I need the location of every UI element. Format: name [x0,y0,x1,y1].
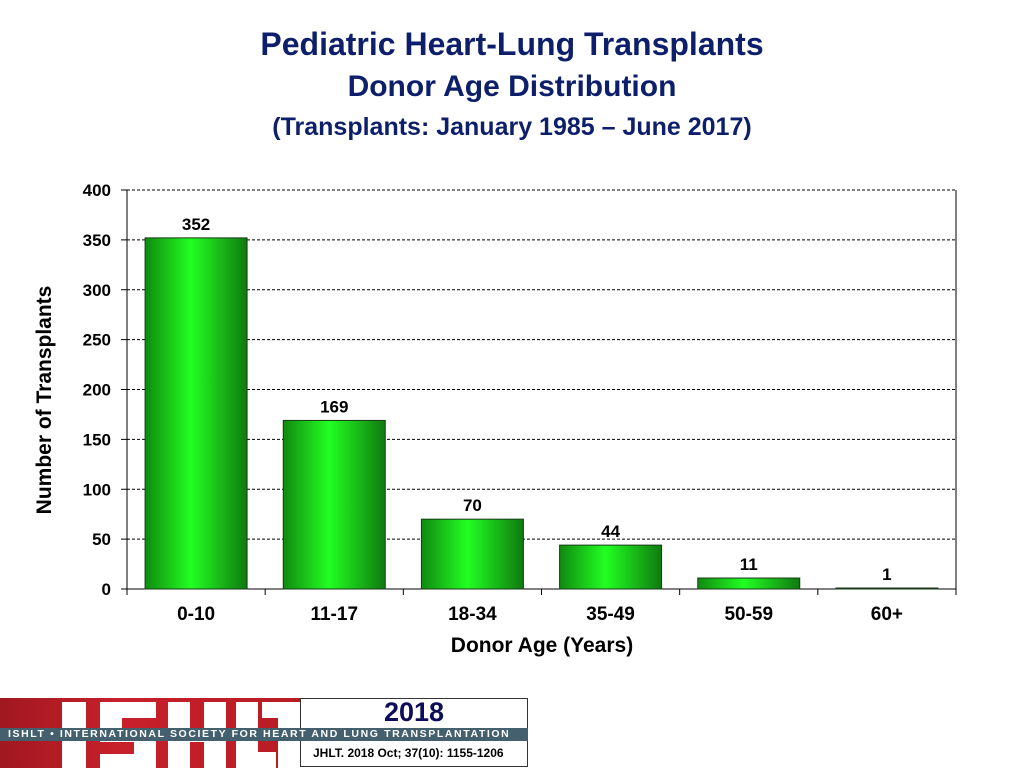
bar-chart: 0 50 100 150 200 250 300 350 400 352 0-10 169 11-17 7… [33,181,957,657]
data-label: 352 [182,215,210,234]
chart-subtitle-dates: (Transplants: January 1985 – June 2017) [272,113,752,141]
chart-subtitle: Donor Age Distribution [347,70,677,103]
data-label: 70 [463,496,482,515]
chart-title: Pediatric Heart-Lung Transplants [260,26,764,62]
y-tick-label: 200 [83,381,111,400]
bar [420,518,524,590]
year-label: 2018 [383,699,445,726]
logo-band-text: ISHLT • INTERNATIONAL SOCIETY FOR HEART … [0,728,528,741]
y-tick-label: 350 [83,231,111,250]
bar [835,587,939,590]
data-label: 1 [882,565,891,584]
bar [697,577,801,590]
data-label: 169 [320,397,348,416]
x-tick-label: 0-10 [177,604,215,625]
x-tick-label: 60+ [871,604,903,625]
data-label: 44 [601,522,620,541]
y-tick-label: 0 [102,580,111,599]
data-label: 11 [740,555,758,574]
y-tick-label: 400 [83,181,111,200]
y-tick-label: 100 [83,480,111,499]
y-tick-label: 50 [92,530,111,549]
x-tick-label: 35-49 [586,604,635,625]
x-axis-label: Donor Age (Years) [451,634,633,657]
y-tick-label: 250 [83,331,111,350]
y-axis-label: Number of Transplants [33,286,56,515]
y-tick-label: 300 [83,281,111,300]
x-tick-label: 18-34 [448,604,497,625]
bar [282,419,386,590]
x-tick-label: 11-17 [310,604,358,625]
y-tick-label: 150 [83,430,111,449]
bar [144,237,248,590]
x-tick-label: 50-59 [724,604,773,625]
citation: JHLT. 2018 Oct; 37(10): 1155-1206 [313,746,504,760]
bar [559,544,663,590]
